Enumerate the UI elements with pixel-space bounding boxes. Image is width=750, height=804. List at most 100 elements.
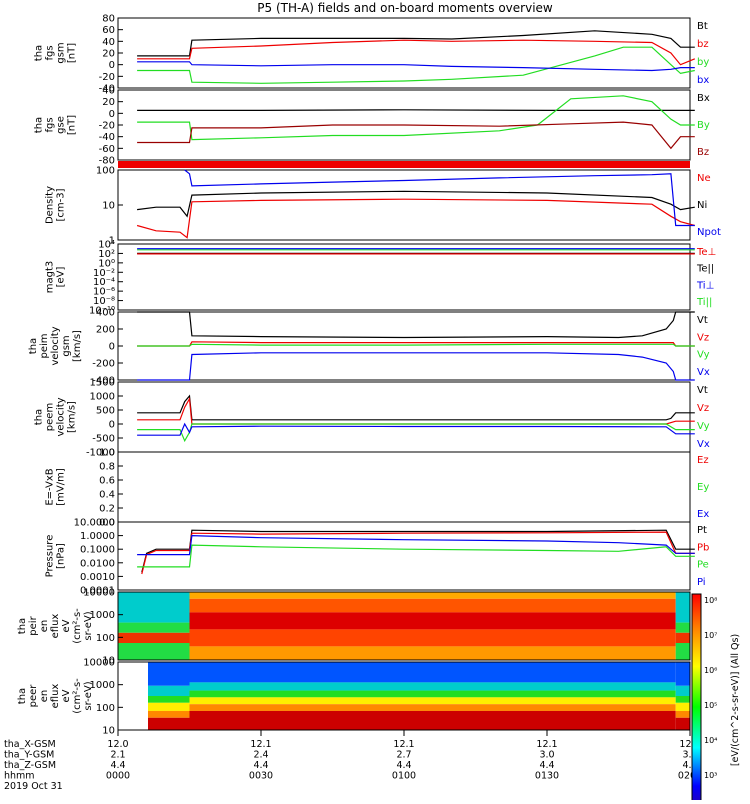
y-axis-label: peem: [45, 403, 56, 431]
y-tick-label: 0.4: [99, 490, 115, 501]
legend-Pt: Pt: [697, 525, 707, 536]
spec-band-main: [189, 646, 676, 660]
legend-Ne: Ne: [697, 173, 711, 184]
legend-Pb: Pb: [697, 542, 709, 553]
x-row-value: 2.4: [253, 750, 268, 761]
y-axis-label: [nT]: [67, 115, 78, 135]
y-tick-label: 1.0: [99, 448, 115, 459]
y-tick-label: 10.0000: [74, 518, 115, 529]
y-axis-label: tha: [34, 409, 45, 425]
y-tick-label: 10: [102, 656, 115, 667]
y-axis-label: en: [39, 690, 50, 703]
spec-band-right: [675, 702, 690, 711]
y-tick-label: 1000: [90, 392, 115, 403]
spec-band-right: [675, 632, 690, 643]
legend-Te⊥: Te⊥: [696, 247, 716, 258]
series-bz: [137, 39, 696, 66]
y-axis-label: peim: [39, 333, 50, 358]
x-row-value: 0030: [249, 771, 273, 782]
y-tick-label: 100: [96, 633, 115, 644]
spec-band-left: [148, 702, 190, 711]
panel-peim_velocity: 400 200 0 -200 -400 tha peim velocity gsm [km/s] V…: [28, 308, 710, 387]
spec-band-left: [118, 643, 190, 660]
colorbar-tick: 10³: [704, 771, 717, 780]
spec-band-right: [675, 643, 690, 660]
y-tick-label: -500: [92, 434, 115, 445]
x-row-value: 0000: [106, 771, 130, 782]
x-row-value: 0130: [535, 771, 559, 782]
y-tick-label: 100: [96, 166, 115, 177]
y-tick-label: -80: [99, 156, 115, 167]
series-bx: [137, 61, 695, 72]
y-axis-label: Density: [45, 186, 56, 224]
spec-band-right: [675, 662, 690, 686]
series-Npot: [184, 169, 695, 227]
legend-by: by: [697, 57, 709, 68]
legend-Vz: Vz: [697, 403, 709, 414]
panel-efield: 1.0 0.8 0.6 0.4 0.2 0.0 E=-VxB [mV/m] Ez Ey Ex: [45, 448, 710, 529]
y-tick-label: 0.0001: [80, 586, 115, 597]
y-tick-label: -1000: [86, 448, 115, 459]
series-Bz: [137, 121, 695, 150]
y-tick-label: -40: [99, 84, 115, 95]
legend-Vx: Vx: [697, 439, 710, 450]
x-row-value: 4.4: [539, 760, 554, 771]
legend-Ti||: Ti||: [696, 297, 712, 308]
series-Vx: [137, 422, 695, 436]
y-tick-label: -200: [92, 359, 115, 370]
y-tick-label: 0.0100: [80, 558, 115, 569]
y-tick-label: 10⁻²: [93, 268, 115, 279]
x-row-value: 0100: [392, 771, 416, 782]
y-tick-label: -20: [99, 72, 115, 83]
y-axis-label: velocity: [56, 397, 67, 436]
legend-Bz: Bz: [697, 147, 709, 158]
x-row-label: tha_Z-GSM: [4, 760, 56, 771]
legend-Ez: Ez: [697, 455, 709, 466]
y-axis-label: sr-eV): [83, 681, 94, 710]
colorbar-tick: 10⁷: [704, 631, 717, 640]
legend-Pi: Pi: [697, 577, 706, 588]
x-row-value: 4.4: [110, 760, 125, 771]
y-tick-label: 10⁻⁶: [93, 287, 115, 298]
y-tick-label: 0.2: [99, 504, 115, 515]
spec-band-main: [189, 682, 676, 691]
spec-band-left: [118, 622, 190, 633]
y-tick-label: 10²: [98, 249, 115, 260]
x-axis-annotation: tha_X-GSM 12.0 12.1 12.1 12.1 12.1 tha_Y-GSM 2.…: [4, 730, 702, 792]
plot-title: P5 (TH-A) fields and on-board moments ov…: [257, 1, 553, 15]
legend-Pe: Pe: [697, 560, 709, 571]
y-axis-label: (cm²-s-: [72, 608, 83, 644]
y-axis-label: [nT]: [67, 43, 78, 63]
y-axis-label: tha: [17, 618, 28, 634]
spec-band-right: [675, 696, 690, 703]
y-tick-label: -400: [92, 376, 115, 387]
legend-Vt: Vt: [697, 315, 708, 326]
series-Ne: [136, 198, 695, 239]
x-row-label: tha_X-GSM: [4, 739, 56, 750]
spec-band-main: [189, 704, 676, 711]
y-axis-label: [km/s]: [67, 401, 78, 433]
y-tick-label: 0.6: [99, 476, 115, 487]
spec-band-right: [675, 717, 690, 730]
series-Vy: [137, 343, 695, 347]
series-Vx: [137, 352, 695, 381]
y-axis-label: peer: [28, 684, 39, 708]
legend-Ni: Ni: [697, 200, 707, 211]
y-tick-label: 0.0: [99, 518, 115, 529]
spec-band-main: [189, 612, 676, 630]
y-tick-label: 1500: [90, 378, 115, 389]
y-tick-label: 10⁻⁴: [93, 277, 115, 288]
legend-Vy: Vy: [697, 421, 710, 432]
spec-band-main: [189, 598, 676, 613]
y-tick-label: 10⁻¹⁰: [89, 306, 115, 317]
series-Pb: [141, 531, 695, 575]
y-axis-label: [eV]: [56, 267, 67, 288]
y-tick-label: 0.1000: [80, 545, 115, 556]
legend-Bx: Bx: [697, 93, 710, 104]
x-row-label: hhmm: [4, 771, 35, 782]
y-tick-label: 10⁰: [98, 258, 115, 269]
y-tick-label: 0.8: [99, 462, 115, 473]
